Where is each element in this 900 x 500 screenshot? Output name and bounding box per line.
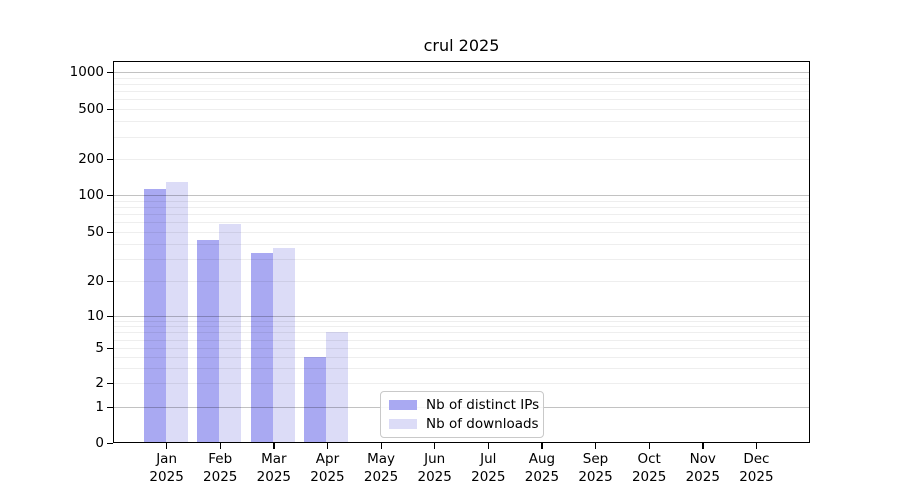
gridline-minor-7: [113, 332, 810, 334]
x-tick-sep: [595, 443, 597, 449]
gridline-minor-40: [113, 243, 810, 245]
legend-item-distinct-ips: Nb of distinct IPs: [389, 397, 539, 413]
y-tick-label-50: 50: [86, 224, 104, 240]
y-tick-0: [107, 442, 113, 444]
bar-nb-of-downloads-jan: [165, 182, 188, 443]
y-tick-label-5: 5: [95, 340, 104, 356]
y-tick-1: [107, 406, 113, 408]
y-tick-label-20: 20: [86, 273, 104, 289]
x-tick-label-nov: Nov 2025: [685, 451, 720, 485]
x-tick-label-may: May 2025: [363, 451, 399, 485]
y-tick-label-10: 10: [86, 308, 104, 324]
gridline-minor-3: [113, 367, 810, 369]
y-tick-200: [107, 158, 113, 160]
y-tick-label-0: 0: [95, 435, 104, 451]
x-tick-feb: [219, 443, 222, 449]
gridline-minor-70: [113, 214, 810, 216]
y-tick-500: [107, 108, 113, 110]
bar-nb-of-distinct-ips-apr: [304, 356, 327, 443]
gridline-minor-400: [113, 121, 810, 123]
x-tick-jan: [166, 443, 168, 449]
bar-nb-of-downloads-mar: [272, 248, 295, 443]
x-tick-oct: [648, 443, 650, 449]
x-tick-label-mar: Mar 2025: [256, 451, 292, 485]
x-tick-label-jun: Jun 2025: [417, 451, 452, 485]
x-tick-mar: [273, 443, 275, 449]
gridline-minor-60: [113, 222, 810, 224]
bar-nb-of-distinct-ips-mar: [250, 252, 273, 443]
bar-nb-of-downloads-feb: [219, 224, 242, 443]
gridline-minor-200: [113, 159, 810, 160]
x-tick-aug: [541, 443, 543, 449]
chart-title: crul 2025: [423, 36, 500, 55]
x-tick-label-apr: Apr 2025: [310, 451, 345, 485]
y-tick-10: [107, 315, 113, 317]
x-tick-label-sep: Sep 2025: [578, 451, 613, 485]
x-tick-jun: [434, 443, 436, 449]
gridline-major-1000: [113, 72, 810, 73]
y-tick-1000: [107, 71, 113, 73]
bar-nb-of-downloads-apr: [326, 332, 349, 443]
gridline-minor-800: [113, 83, 810, 85]
gridline-minor-50: [113, 232, 810, 233]
y-tick-5: [107, 347, 113, 349]
gridline-minor-90: [113, 200, 810, 202]
gridline-minor-600: [113, 99, 810, 101]
x-tick-label-jul: Jul 2025: [471, 451, 506, 485]
x-tick-nov: [702, 443, 704, 449]
x-tick-label-aug: Aug 2025: [524, 451, 560, 485]
gridline-minor-20: [113, 281, 810, 282]
gridline-minor-6: [113, 339, 810, 341]
gridline-minor-700: [113, 91, 810, 93]
gridline-minor-2: [113, 383, 810, 384]
bar-nb-of-distinct-ips-feb: [197, 240, 220, 443]
y-tick-2: [107, 382, 113, 384]
legend-swatch-distinct-ips: [389, 400, 417, 411]
x-tick-jul: [487, 443, 490, 449]
plot-frame: [113, 61, 810, 443]
y-tick-label-200: 200: [78, 151, 104, 167]
gridline-minor-5: [113, 348, 810, 349]
legend-label-distinct-ips: Nb of distinct IPs: [426, 397, 540, 414]
y-tick-20: [107, 280, 113, 282]
legend-label-downloads: Nb of downloads: [426, 415, 539, 432]
y-tick-label-100: 100: [78, 187, 104, 203]
legend: Nb of distinct IPs Nb of downloads: [380, 391, 544, 438]
gridline-minor-500: [113, 109, 810, 110]
x-tick-label-jan: Jan 2025: [149, 451, 184, 485]
gridline-minor-900: [113, 77, 810, 79]
y-tick-label-500: 500: [78, 101, 104, 117]
y-tick-50: [107, 231, 113, 233]
gridline-minor-300: [113, 136, 810, 138]
gridline-major-100: [113, 195, 810, 196]
y-tick-label-2: 2: [95, 375, 104, 391]
y-tick-label-1: 1: [95, 399, 104, 415]
x-tick-apr: [326, 443, 329, 449]
x-tick-label-dec: Dec 2025: [739, 451, 774, 485]
legend-swatch-downloads: [389, 418, 417, 429]
bar-nb-of-distinct-ips-jan: [143, 189, 166, 443]
gridline-minor-80: [113, 206, 810, 208]
plot-area: [113, 61, 810, 443]
x-tick-may: [380, 443, 382, 449]
gridline-major-10: [113, 316, 810, 317]
gridline-minor-30: [113, 259, 810, 261]
gridline-minor-9: [113, 320, 810, 322]
x-tick-dec: [755, 443, 758, 449]
gridline-minor-8: [113, 326, 810, 328]
x-tick-label-feb: Feb 2025: [203, 451, 238, 485]
legend-item-downloads: Nb of downloads: [389, 416, 539, 432]
x-tick-label-oct: Oct 2025: [631, 451, 667, 485]
y-tick-label-1000: 1000: [69, 64, 104, 80]
bars-layer: [113, 61, 810, 443]
gridline-minor-4: [113, 356, 810, 358]
y-tick-100: [107, 194, 113, 196]
